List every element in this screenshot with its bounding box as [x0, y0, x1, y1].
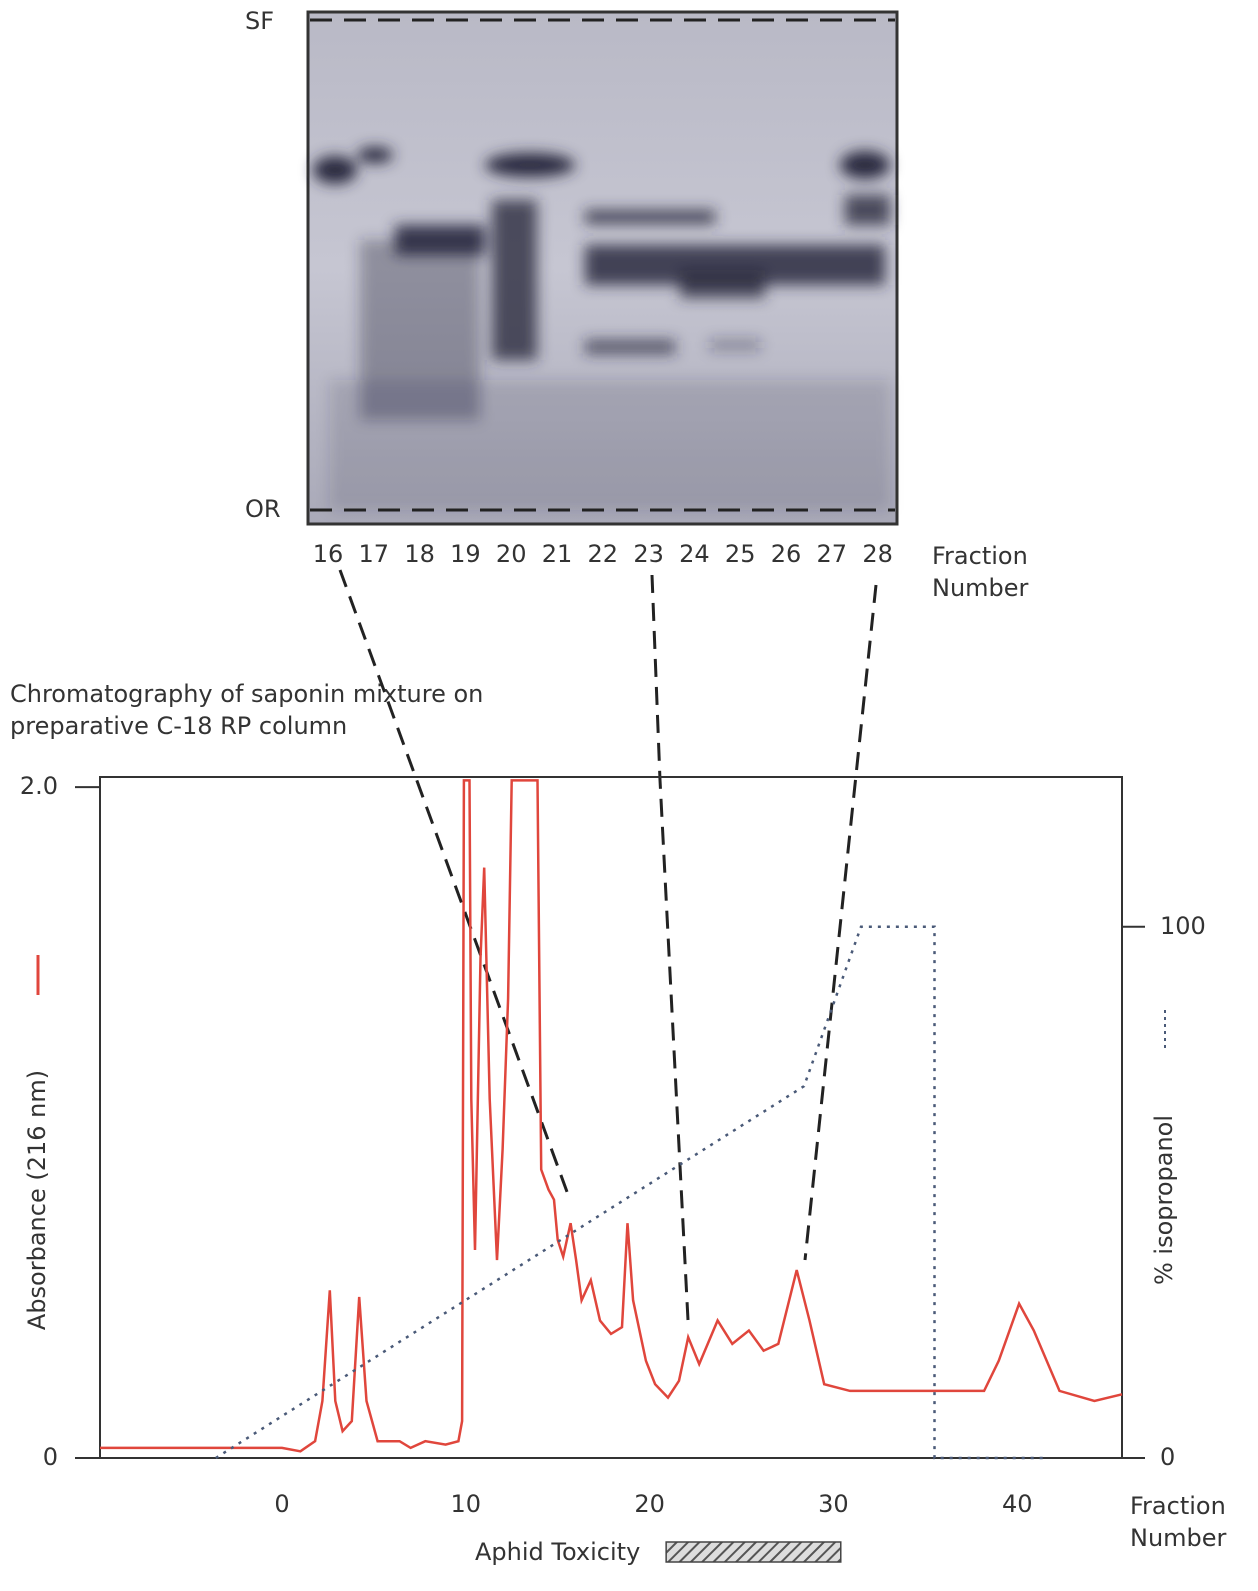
y2-tick-label: 100: [1160, 912, 1206, 940]
lane-label: 24: [679, 540, 710, 568]
lane-label: 23: [633, 540, 664, 568]
gel-or-label: OR: [245, 495, 281, 523]
lane-label: 22: [588, 540, 619, 568]
plot-frame: [99, 776, 1123, 1459]
y-axis-label: Absorbance (216 nm): [23, 1070, 51, 1330]
series-line: [100, 779, 1123, 1453]
gel-axis-label: Fraction Number: [932, 542, 1029, 602]
lane-label: 27: [817, 540, 848, 568]
toxicity-bar: [665, 1541, 842, 1563]
y-tick-label: 2.0: [20, 772, 58, 800]
connector: [803, 584, 878, 1261]
tlc-plate: [306, 10, 899, 526]
x-tick-label: 30: [818, 1490, 849, 1518]
lane-label: 18: [404, 540, 435, 568]
gel-sf-label: SF: [245, 7, 274, 35]
x-tick-label: 40: [1002, 1490, 1033, 1518]
x-tick-label: 10: [451, 1490, 482, 1518]
lane-label: 26: [771, 540, 802, 568]
lane-label: 19: [450, 540, 481, 568]
lane-label: 25: [725, 540, 756, 568]
toxicity-label: Aphid Toxicity: [475, 1538, 640, 1566]
connector-lines: [338, 569, 878, 1321]
connector: [338, 569, 572, 1201]
x-tick-label: 20: [634, 1490, 665, 1518]
lane-label: 21: [542, 540, 573, 568]
lane-label: 28: [862, 540, 893, 568]
y2-tick-label: 0: [1160, 1443, 1175, 1471]
y2-axis-label: % isopropanol: [1150, 1115, 1178, 1285]
lane-label: 20: [496, 540, 527, 568]
lane-label: 17: [359, 540, 390, 568]
x-tick-label: 0: [274, 1490, 289, 1518]
series-line: [215, 925, 1047, 1460]
connector: [650, 574, 690, 1321]
lane-label: 16: [313, 540, 344, 568]
x-axis-label: Fraction Number: [1130, 1492, 1227, 1552]
chart-title: Chromatography of saponin mixture on pre…: [10, 680, 484, 740]
y-tick-label: 0: [43, 1443, 58, 1471]
